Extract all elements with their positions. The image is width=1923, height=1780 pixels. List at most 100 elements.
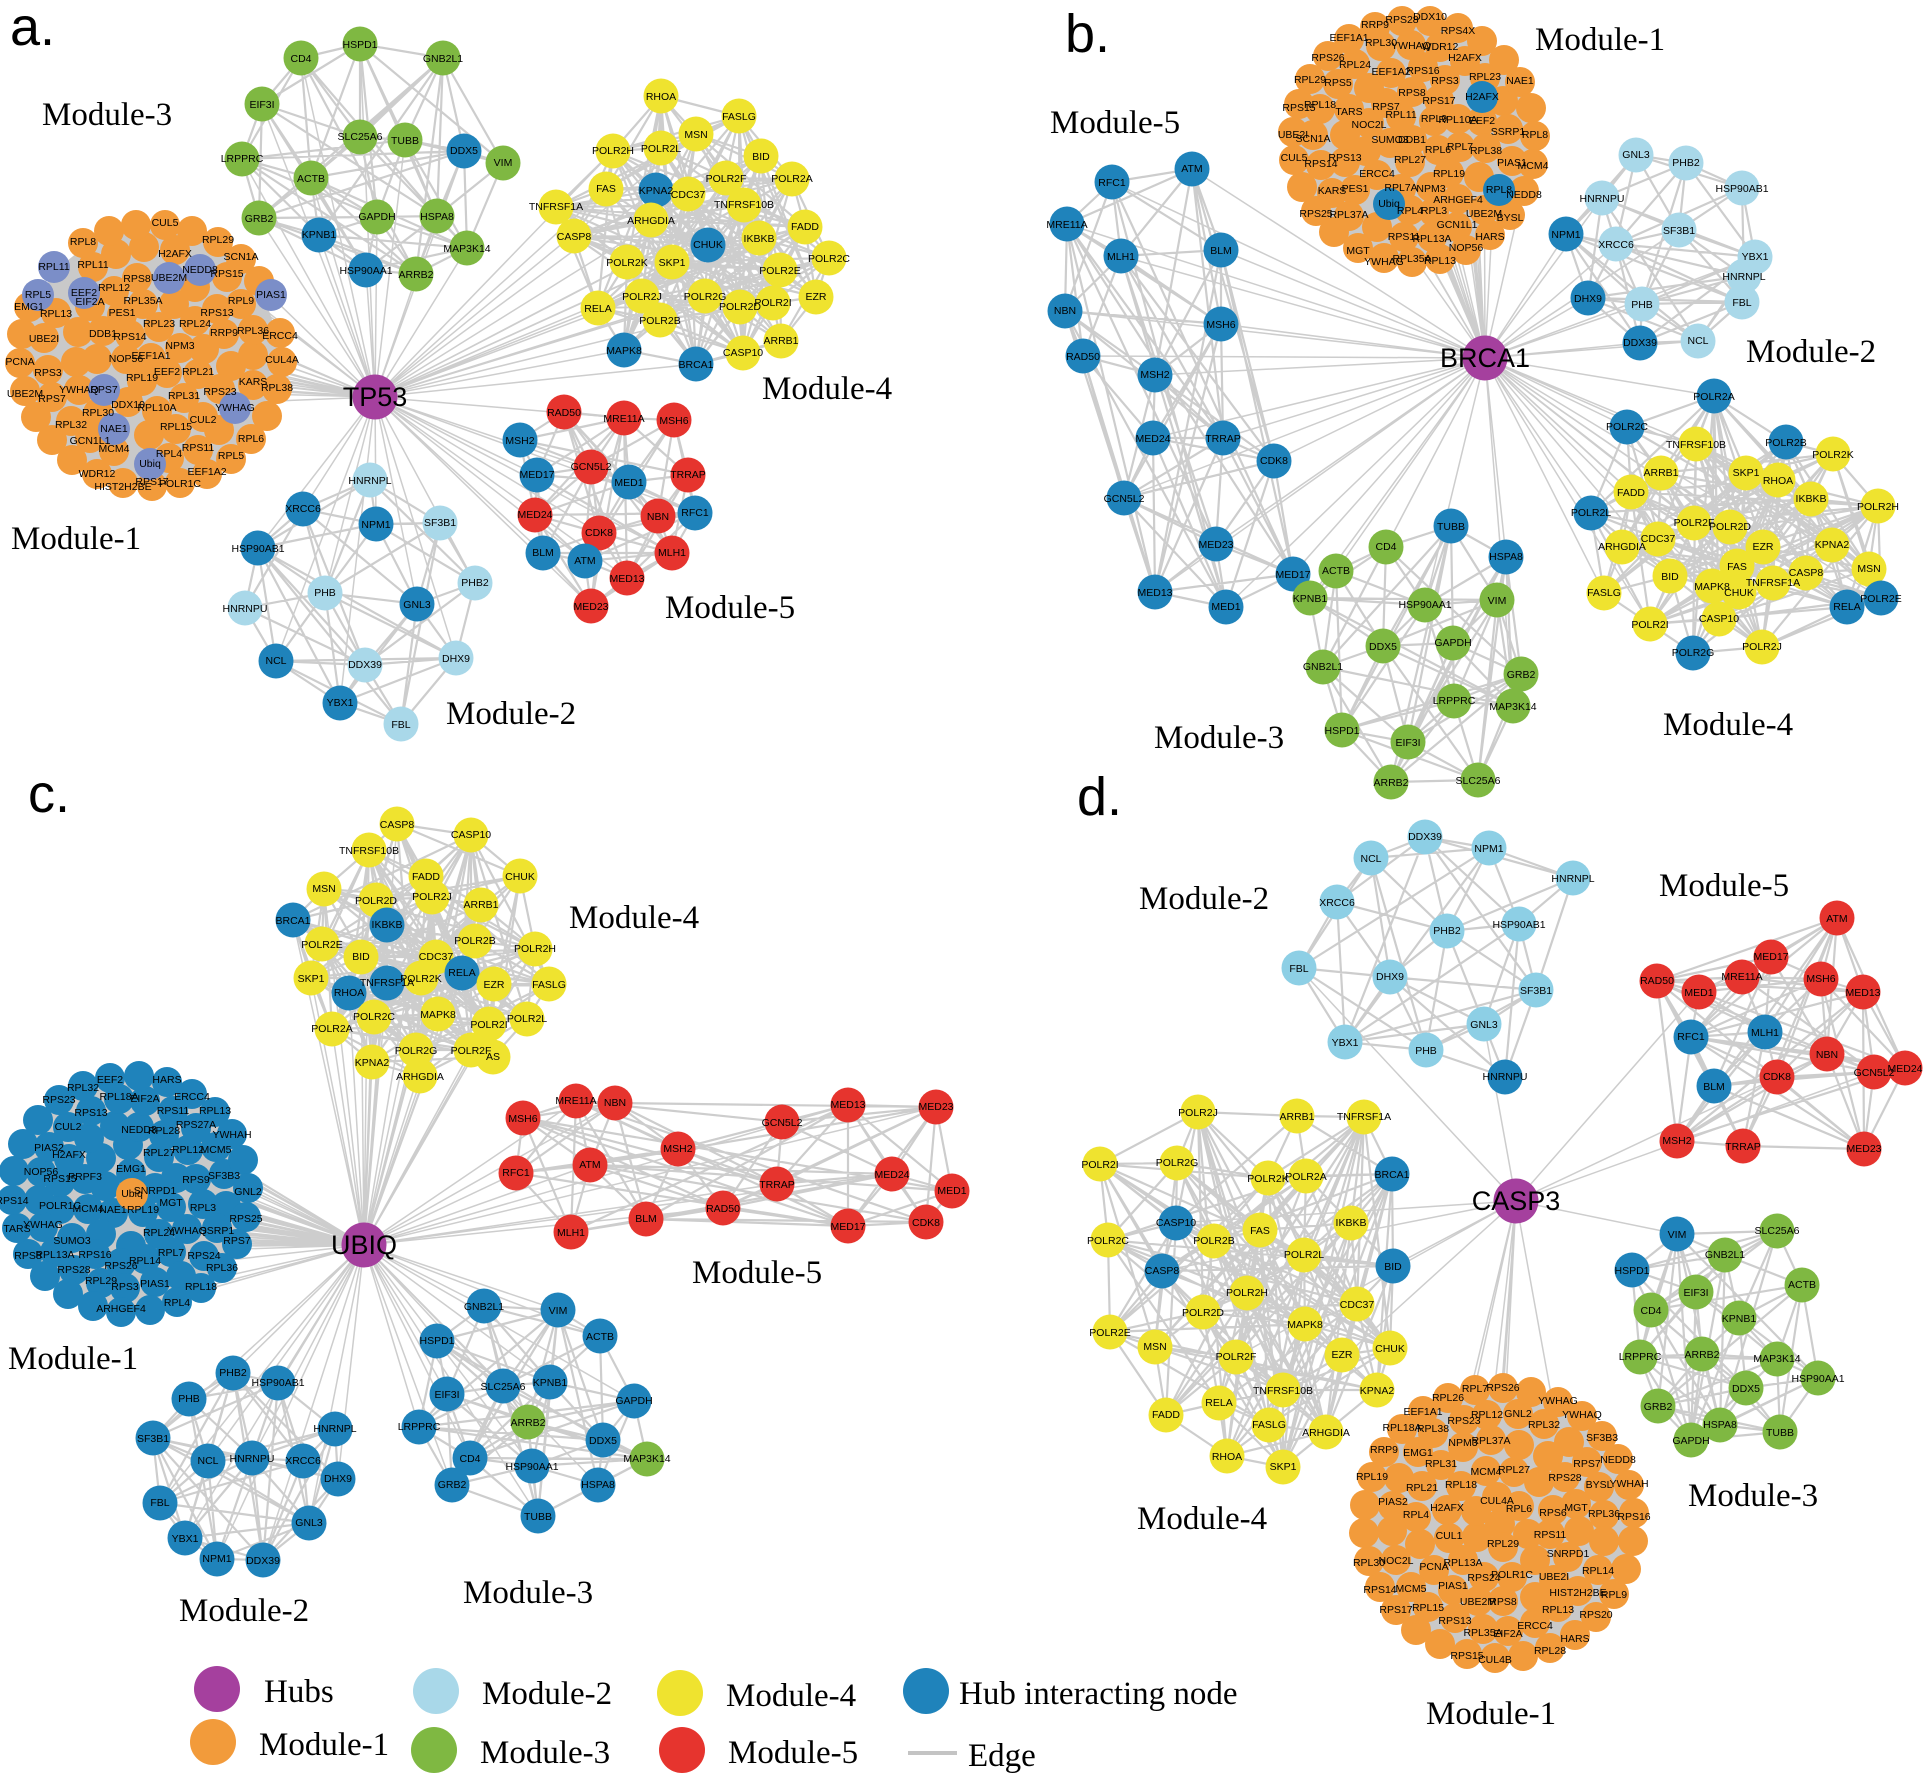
svg-text:HSPD1: HSPD1 xyxy=(419,1335,454,1347)
svg-text:RPL29: RPL29 xyxy=(85,1275,117,1287)
svg-text:GCN5L2: GCN5L2 xyxy=(1854,1067,1895,1079)
svg-text:RPL10A: RPL10A xyxy=(1438,114,1477,126)
svg-text:POLR1C: POLR1C xyxy=(1491,1569,1533,1581)
svg-text:RPL37A: RPL37A xyxy=(1329,209,1368,221)
svg-text:RPL9: RPL9 xyxy=(1421,113,1447,125)
svg-text:HSPA8: HSPA8 xyxy=(1703,1419,1737,1431)
svg-text:ERCC4: ERCC4 xyxy=(262,330,298,342)
svg-text:RPS7: RPS7 xyxy=(1573,1458,1601,1470)
svg-text:RFC1: RFC1 xyxy=(1098,177,1126,189)
svg-text:XRCC6: XRCC6 xyxy=(285,503,321,515)
svg-text:RPS3: RPS3 xyxy=(1431,75,1459,87)
svg-text:RPL36: RPL36 xyxy=(1588,1508,1620,1520)
svg-text:ATM: ATM xyxy=(1826,913,1847,925)
svg-text:RPL4: RPL4 xyxy=(1397,205,1423,217)
svg-text:YBX1: YBX1 xyxy=(1742,251,1769,263)
svg-text:MSH6: MSH6 xyxy=(659,415,688,427)
svg-text:POLR2H: POLR2H xyxy=(514,943,556,955)
svg-text:EEF2: EEF2 xyxy=(154,366,180,378)
svg-text:EEF1A1: EEF1A1 xyxy=(1329,32,1368,44)
svg-text:c.: c. xyxy=(28,764,70,824)
svg-text:EIF2A: EIF2A xyxy=(130,1093,159,1105)
svg-text:POLR2E: POLR2E xyxy=(1860,593,1901,605)
svg-text:MAP3K14: MAP3K14 xyxy=(623,1453,670,1465)
svg-text:Hub interacting node: Hub interacting node xyxy=(959,1676,1238,1712)
svg-text:RPS17: RPS17 xyxy=(1379,1604,1412,1616)
svg-text:TNFRSF1A: TNFRSF1A xyxy=(1337,1111,1391,1123)
svg-text:DDB1: DDB1 xyxy=(89,328,117,340)
svg-text:NPM3: NPM3 xyxy=(1416,183,1445,195)
svg-text:PIAS2: PIAS2 xyxy=(34,1142,64,1154)
svg-text:POLR2L: POLR2L xyxy=(507,1013,547,1025)
svg-text:TUBB: TUBB xyxy=(1437,521,1465,533)
svg-text:ARRB1: ARRB1 xyxy=(463,899,498,911)
svg-text:HSPA8: HSPA8 xyxy=(420,211,454,223)
svg-text:RPS24: RPS24 xyxy=(187,1250,220,1262)
svg-text:TUBB: TUBB xyxy=(391,135,419,147)
svg-text:Module-5: Module-5 xyxy=(1659,868,1789,904)
svg-text:ATM: ATM xyxy=(579,1159,600,1171)
svg-text:RPL11: RPL11 xyxy=(38,261,69,273)
svg-text:HSP90AA1: HSP90AA1 xyxy=(1398,599,1451,611)
svg-text:Module-5: Module-5 xyxy=(728,1735,858,1771)
svg-text:RPL28: RPL28 xyxy=(1534,1645,1566,1657)
svg-text:RPL14: RPL14 xyxy=(1582,1565,1614,1577)
svg-text:Ubiq: Ubiq xyxy=(121,1188,143,1200)
svg-text:GAPDH: GAPDH xyxy=(358,211,395,223)
svg-text:BID: BID xyxy=(352,951,370,963)
svg-text:FADD: FADD xyxy=(1617,487,1645,499)
svg-text:POLR2A: POLR2A xyxy=(311,1023,352,1035)
svg-text:DDB1: DDB1 xyxy=(1398,134,1426,146)
svg-text:CDK8: CDK8 xyxy=(912,1217,940,1229)
svg-text:MAP3K14: MAP3K14 xyxy=(1753,1353,1800,1365)
svg-text:KPNA2: KPNA2 xyxy=(1360,1385,1395,1397)
svg-text:NPM1: NPM1 xyxy=(1474,843,1503,855)
svg-text:RPS7: RPS7 xyxy=(1372,101,1400,113)
svg-text:CDK8: CDK8 xyxy=(585,527,613,539)
svg-text:TRRAP: TRRAP xyxy=(1205,433,1241,445)
svg-text:POLR2C: POLR2C xyxy=(353,1011,395,1023)
svg-text:IKBKB: IKBKB xyxy=(744,233,775,245)
svg-text:RPL4: RPL4 xyxy=(156,448,182,460)
svg-text:NPM3: NPM3 xyxy=(165,340,194,352)
svg-text:RPL9: RPL9 xyxy=(228,295,254,307)
svg-text:MED24: MED24 xyxy=(874,1169,909,1181)
svg-text:KARS: KARS xyxy=(239,376,268,388)
svg-text:DDX39: DDX39 xyxy=(1623,337,1657,349)
svg-text:ARRB1: ARRB1 xyxy=(1279,1111,1314,1123)
svg-text:MSN: MSN xyxy=(312,883,335,895)
svg-text:DDX10: DDX10 xyxy=(1413,11,1447,23)
svg-text:POLR2F: POLR2F xyxy=(1674,517,1715,529)
svg-text:CDC37: CDC37 xyxy=(671,189,706,201)
svg-text:RPL4: RPL4 xyxy=(1403,1509,1429,1521)
svg-text:EIF3I: EIF3I xyxy=(249,99,274,111)
svg-text:RPL18: RPL18 xyxy=(1445,1479,1477,1491)
svg-text:RPL18A: RPL18A xyxy=(99,1091,138,1103)
svg-text:b.: b. xyxy=(1065,4,1110,64)
svg-text:H2AFX: H2AFX xyxy=(1465,91,1499,103)
svg-text:CD4: CD4 xyxy=(1375,541,1396,553)
svg-text:RPL9: RPL9 xyxy=(1601,1589,1627,1601)
svg-text:Module-1: Module-1 xyxy=(11,521,141,557)
svg-text:Hubs: Hubs xyxy=(264,1674,334,1710)
svg-text:RPL31: RPL31 xyxy=(168,390,200,402)
svg-text:Module-4: Module-4 xyxy=(1137,1501,1267,1537)
svg-text:PHB2: PHB2 xyxy=(219,1367,247,1379)
svg-text:UBIQ: UBIQ xyxy=(331,1230,397,1260)
svg-text:YWHAQ: YWHAQ xyxy=(59,384,99,396)
svg-text:RRP9: RRP9 xyxy=(1370,1444,1398,1456)
svg-text:VIM: VIM xyxy=(1668,1229,1687,1241)
svg-text:NPM1: NPM1 xyxy=(361,519,390,531)
svg-text:FAS: FAS xyxy=(1727,561,1747,573)
svg-text:Module-5: Module-5 xyxy=(665,590,795,626)
svg-text:RPL35A: RPL35A xyxy=(123,295,162,307)
svg-text:EEF1A1: EEF1A1 xyxy=(131,350,170,362)
svg-text:NPM1: NPM1 xyxy=(1551,229,1580,241)
svg-text:HSPD1: HSPD1 xyxy=(1324,725,1359,737)
svg-text:RPL14: RPL14 xyxy=(129,1255,161,1267)
svg-text:SCN1A: SCN1A xyxy=(223,251,258,263)
svg-text:POLR2L: POLR2L xyxy=(1571,507,1611,519)
svg-text:RAD50: RAD50 xyxy=(1066,351,1100,363)
svg-text:HSP90AB1: HSP90AB1 xyxy=(1492,919,1545,931)
svg-text:RPL8: RPL8 xyxy=(1522,129,1548,141)
